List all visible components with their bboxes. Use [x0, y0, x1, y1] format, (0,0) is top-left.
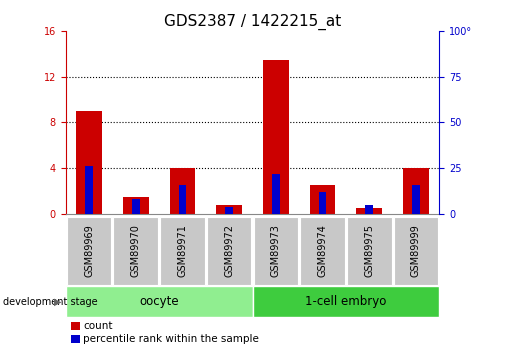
Text: count: count	[83, 321, 113, 331]
Bar	[272, 174, 280, 214]
Text: oocyte: oocyte	[139, 295, 179, 308]
Bar	[132, 199, 139, 214]
Text: ▶: ▶	[54, 297, 62, 307]
Bar	[216, 205, 242, 214]
Text: GSM89999: GSM89999	[411, 225, 421, 277]
Text: GSM89975: GSM89975	[364, 225, 374, 277]
Bar	[366, 205, 373, 214]
Text: GSM89970: GSM89970	[131, 225, 141, 277]
Bar	[403, 168, 429, 214]
Bar	[170, 168, 195, 214]
Bar	[263, 60, 289, 214]
Bar	[76, 111, 102, 214]
Bar	[310, 185, 335, 214]
Text: development stage: development stage	[3, 297, 97, 307]
Title: GDS2387 / 1422215_at: GDS2387 / 1422215_at	[164, 13, 341, 30]
Text: GSM89973: GSM89973	[271, 225, 281, 277]
Text: GSM89971: GSM89971	[177, 225, 187, 277]
Text: GSM89969: GSM89969	[84, 225, 94, 277]
Bar	[225, 207, 233, 214]
Bar	[319, 192, 326, 214]
Text: GSM89974: GSM89974	[318, 225, 328, 277]
Bar	[412, 185, 420, 214]
Text: percentile rank within the sample: percentile rank within the sample	[83, 334, 259, 344]
Bar	[357, 208, 382, 214]
Text: 1-cell embryo: 1-cell embryo	[305, 295, 387, 308]
Text: GSM89972: GSM89972	[224, 225, 234, 277]
Bar	[179, 185, 186, 214]
Bar	[85, 166, 93, 214]
Bar	[123, 197, 148, 214]
